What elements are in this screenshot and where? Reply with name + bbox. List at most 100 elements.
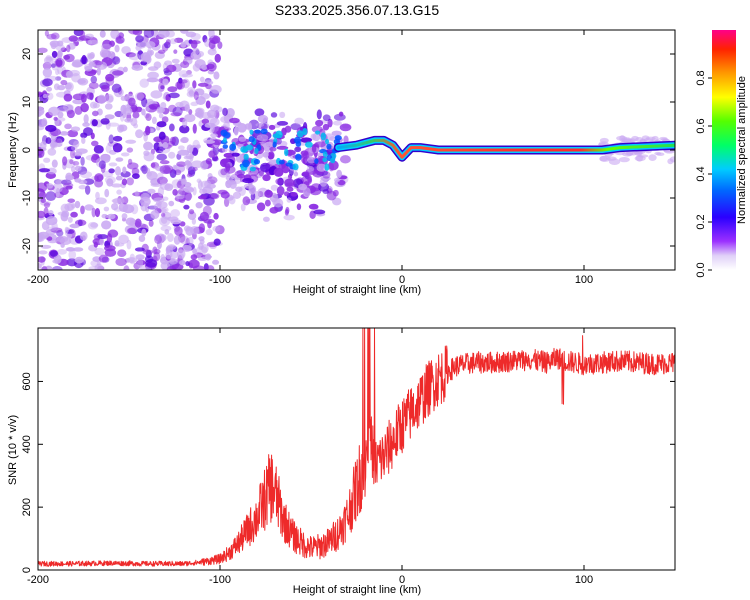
spectrum-blob xyxy=(74,151,83,156)
spectrum-blob xyxy=(88,61,97,67)
spectrum-blob xyxy=(667,158,674,165)
spectrum-blob xyxy=(93,241,98,248)
spectrum-blob xyxy=(281,127,287,136)
spectrum-blob xyxy=(217,41,223,49)
spectrum-blob xyxy=(160,254,165,262)
spectrum-blob xyxy=(183,186,195,193)
spectrum-blob xyxy=(112,70,124,76)
spectral-x-ticks: -200 -100 0 100 xyxy=(27,30,593,286)
spectrum-blob xyxy=(283,191,290,197)
spectrum-blob xyxy=(107,122,120,127)
spectrum-blob xyxy=(204,180,212,189)
spectrum-blob xyxy=(242,196,251,206)
spectrum-blob xyxy=(114,110,124,118)
spectrum-blob xyxy=(148,219,154,227)
spectral-y-tick-label: 0 xyxy=(21,147,33,153)
snr-y-tick-label: 400 xyxy=(21,435,33,453)
spectrum-blob xyxy=(184,113,196,123)
spectrum-blob xyxy=(197,195,207,200)
spectrum-blob xyxy=(123,107,133,116)
spectrum-blob xyxy=(45,191,57,202)
spectrum-blob xyxy=(164,60,173,66)
spectrum-blob xyxy=(87,53,95,60)
spectrum-blob xyxy=(162,78,169,86)
spectrum-blob xyxy=(90,222,99,228)
spectrum-blob xyxy=(158,78,164,83)
frequency-ridge xyxy=(333,135,675,162)
spectrum-blob xyxy=(189,152,194,162)
spectrum-blob xyxy=(295,141,302,147)
spectrum-blob xyxy=(243,153,249,161)
spectrum-blob xyxy=(84,185,91,195)
spectrum-blob xyxy=(98,160,106,170)
spectrum-blob xyxy=(38,250,48,255)
spectrum-blob xyxy=(191,217,197,225)
spectrum-blob xyxy=(276,186,285,196)
spectrum-blob xyxy=(316,109,322,120)
spectrum-blob xyxy=(160,102,167,109)
spectrum-blob xyxy=(166,64,177,73)
spectrum-blob xyxy=(180,41,187,48)
spectrum-blob xyxy=(141,97,148,108)
spectrum-blob xyxy=(618,157,630,163)
spectrum-blob xyxy=(112,197,125,205)
spectrum-blob xyxy=(88,265,101,270)
spectrum-blob xyxy=(38,106,45,116)
snr-x-ticks: -200 -100 0 100 xyxy=(27,328,593,586)
spectrum-blob xyxy=(143,152,155,162)
spectral-y-tick-label: -10 xyxy=(21,190,33,206)
spectrum-blob xyxy=(147,71,159,79)
snr-x-tick-label: -100 xyxy=(209,574,231,586)
spectrum-blob xyxy=(123,265,130,270)
spectrum-blob xyxy=(153,61,162,69)
spectrum-blob xyxy=(225,179,232,189)
spectrum-blob xyxy=(256,202,266,212)
spectrum-blob xyxy=(69,223,80,229)
spectrum-blob xyxy=(180,30,189,34)
colorbar-tick-label: 0.6 xyxy=(695,118,707,133)
spectrum-blob xyxy=(248,184,257,195)
spectrum-blob xyxy=(305,141,313,148)
spectrum-blob xyxy=(43,56,54,65)
spectrum-blob xyxy=(198,242,204,250)
spectrum-blob xyxy=(338,111,344,117)
spectrum-blob xyxy=(80,171,93,179)
spectrum-blob xyxy=(91,110,99,117)
spectrum-blob xyxy=(259,162,271,173)
spectrum-blob xyxy=(242,159,250,168)
spectrum-blob xyxy=(84,65,93,72)
spectrum-blob xyxy=(631,135,639,142)
spectrum-blob xyxy=(74,165,82,172)
spectrum-blob xyxy=(43,157,51,163)
snr-y-tick-label: 0 xyxy=(21,567,33,573)
spectrum-blobs xyxy=(38,30,675,270)
spectrum-blob xyxy=(212,225,221,232)
spectrum-blob xyxy=(67,198,76,203)
spectrum-blob xyxy=(330,157,336,164)
spectrum-blob xyxy=(108,168,115,174)
spectrum-blob xyxy=(103,206,110,212)
spectrum-blob xyxy=(181,244,192,252)
spectrum-blob xyxy=(145,113,152,121)
snr-chart: -200 -100 0 100 0 200 400 600 Height of straig… xyxy=(7,327,676,596)
spectrum-blob xyxy=(138,234,146,242)
spectrum-blob xyxy=(339,155,351,164)
spectrum-blob xyxy=(168,200,175,207)
spectrum-blob xyxy=(264,145,270,154)
spectrum-blob xyxy=(192,80,197,89)
spectrum-blob xyxy=(154,233,167,243)
spectrum-blob xyxy=(126,177,134,186)
spectrum-blob xyxy=(260,128,268,135)
spectrum-blob xyxy=(74,200,81,209)
spectrum-blob xyxy=(43,202,51,208)
spectrum-blob xyxy=(97,234,109,240)
spectrum-blob xyxy=(43,207,49,217)
spectrum-blob xyxy=(306,166,315,172)
spectrum-blob xyxy=(343,135,349,144)
spectrum-blob xyxy=(60,203,70,213)
spectrum-blob xyxy=(114,242,125,247)
spectrum-blob xyxy=(121,213,128,220)
spectrum-blob xyxy=(69,159,74,165)
spectrum-blob xyxy=(177,149,190,156)
spectrum-blob xyxy=(220,191,230,199)
